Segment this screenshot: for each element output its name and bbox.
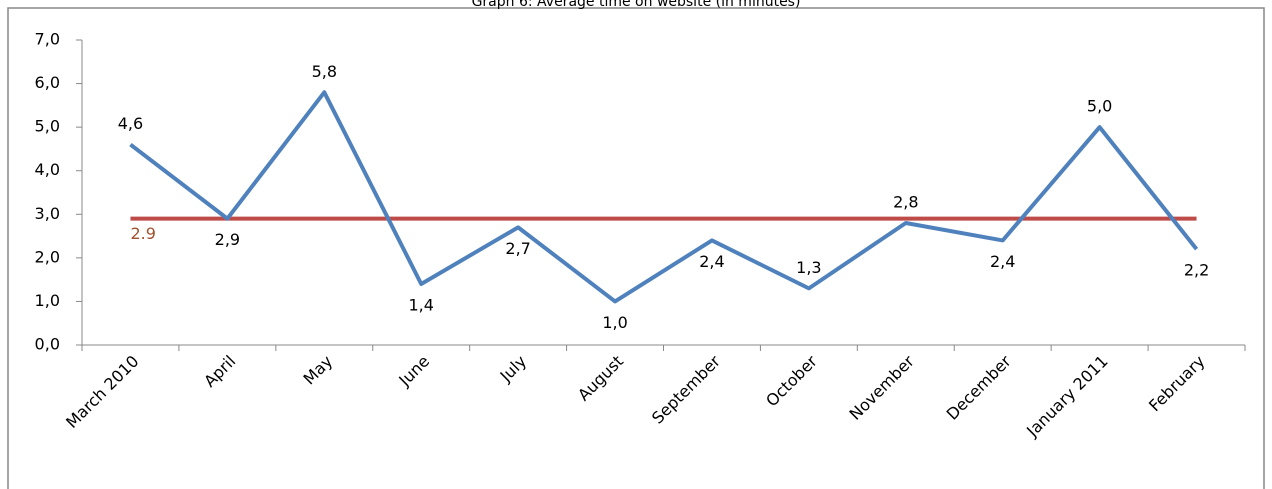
y-tick-label: 1,0 — [35, 291, 60, 310]
x-tick-label: November — [846, 351, 919, 424]
x-tick-label: December — [943, 351, 1015, 423]
chart-border — [7, 7, 1265, 489]
y-tick-label: 6,0 — [35, 73, 60, 92]
data-label: 2,4 — [990, 252, 1015, 271]
data-label: 2,8 — [893, 193, 918, 212]
x-tick-label: January 2011 — [1022, 352, 1111, 441]
y-tick-label: 5,0 — [35, 117, 60, 136]
x-tick-label: March 2010 — [62, 352, 142, 432]
data-label: 2,4 — [699, 252, 724, 271]
data-label: 1,3 — [796, 258, 821, 277]
x-tick-label: June — [394, 352, 433, 391]
y-tick-label: 0,0 — [35, 335, 60, 354]
x-tick-label: May — [299, 352, 336, 389]
x-tick-label: April — [200, 352, 239, 391]
reference-label: 2.9 — [130, 224, 155, 243]
y-tick-label: 4,0 — [35, 160, 60, 179]
data-label: 5,0 — [1087, 97, 1112, 116]
y-tick-label: 3,0 — [35, 204, 60, 223]
data-label: 4,6 — [118, 114, 143, 133]
y-tick-label: 2,0 — [35, 247, 60, 266]
x-tick-label: August — [574, 352, 627, 405]
x-tick-label: July — [496, 352, 530, 386]
data-label: 2,9 — [215, 230, 240, 249]
data-label: 2,2 — [1184, 261, 1209, 280]
chart-title: Graph 6: Average time on website (in min… — [472, 0, 801, 10]
x-tick-label: February — [1145, 352, 1209, 416]
line-series — [129, 90, 1199, 304]
data-label: 1,4 — [408, 296, 433, 315]
data-label: 5,8 — [312, 62, 337, 81]
x-tick-label: September — [648, 351, 724, 427]
y-tick-label: 7,0 — [35, 30, 60, 49]
data-label: 1,0 — [602, 313, 627, 332]
data-label: 2,7 — [505, 239, 530, 258]
x-tick-label: October — [762, 351, 821, 410]
